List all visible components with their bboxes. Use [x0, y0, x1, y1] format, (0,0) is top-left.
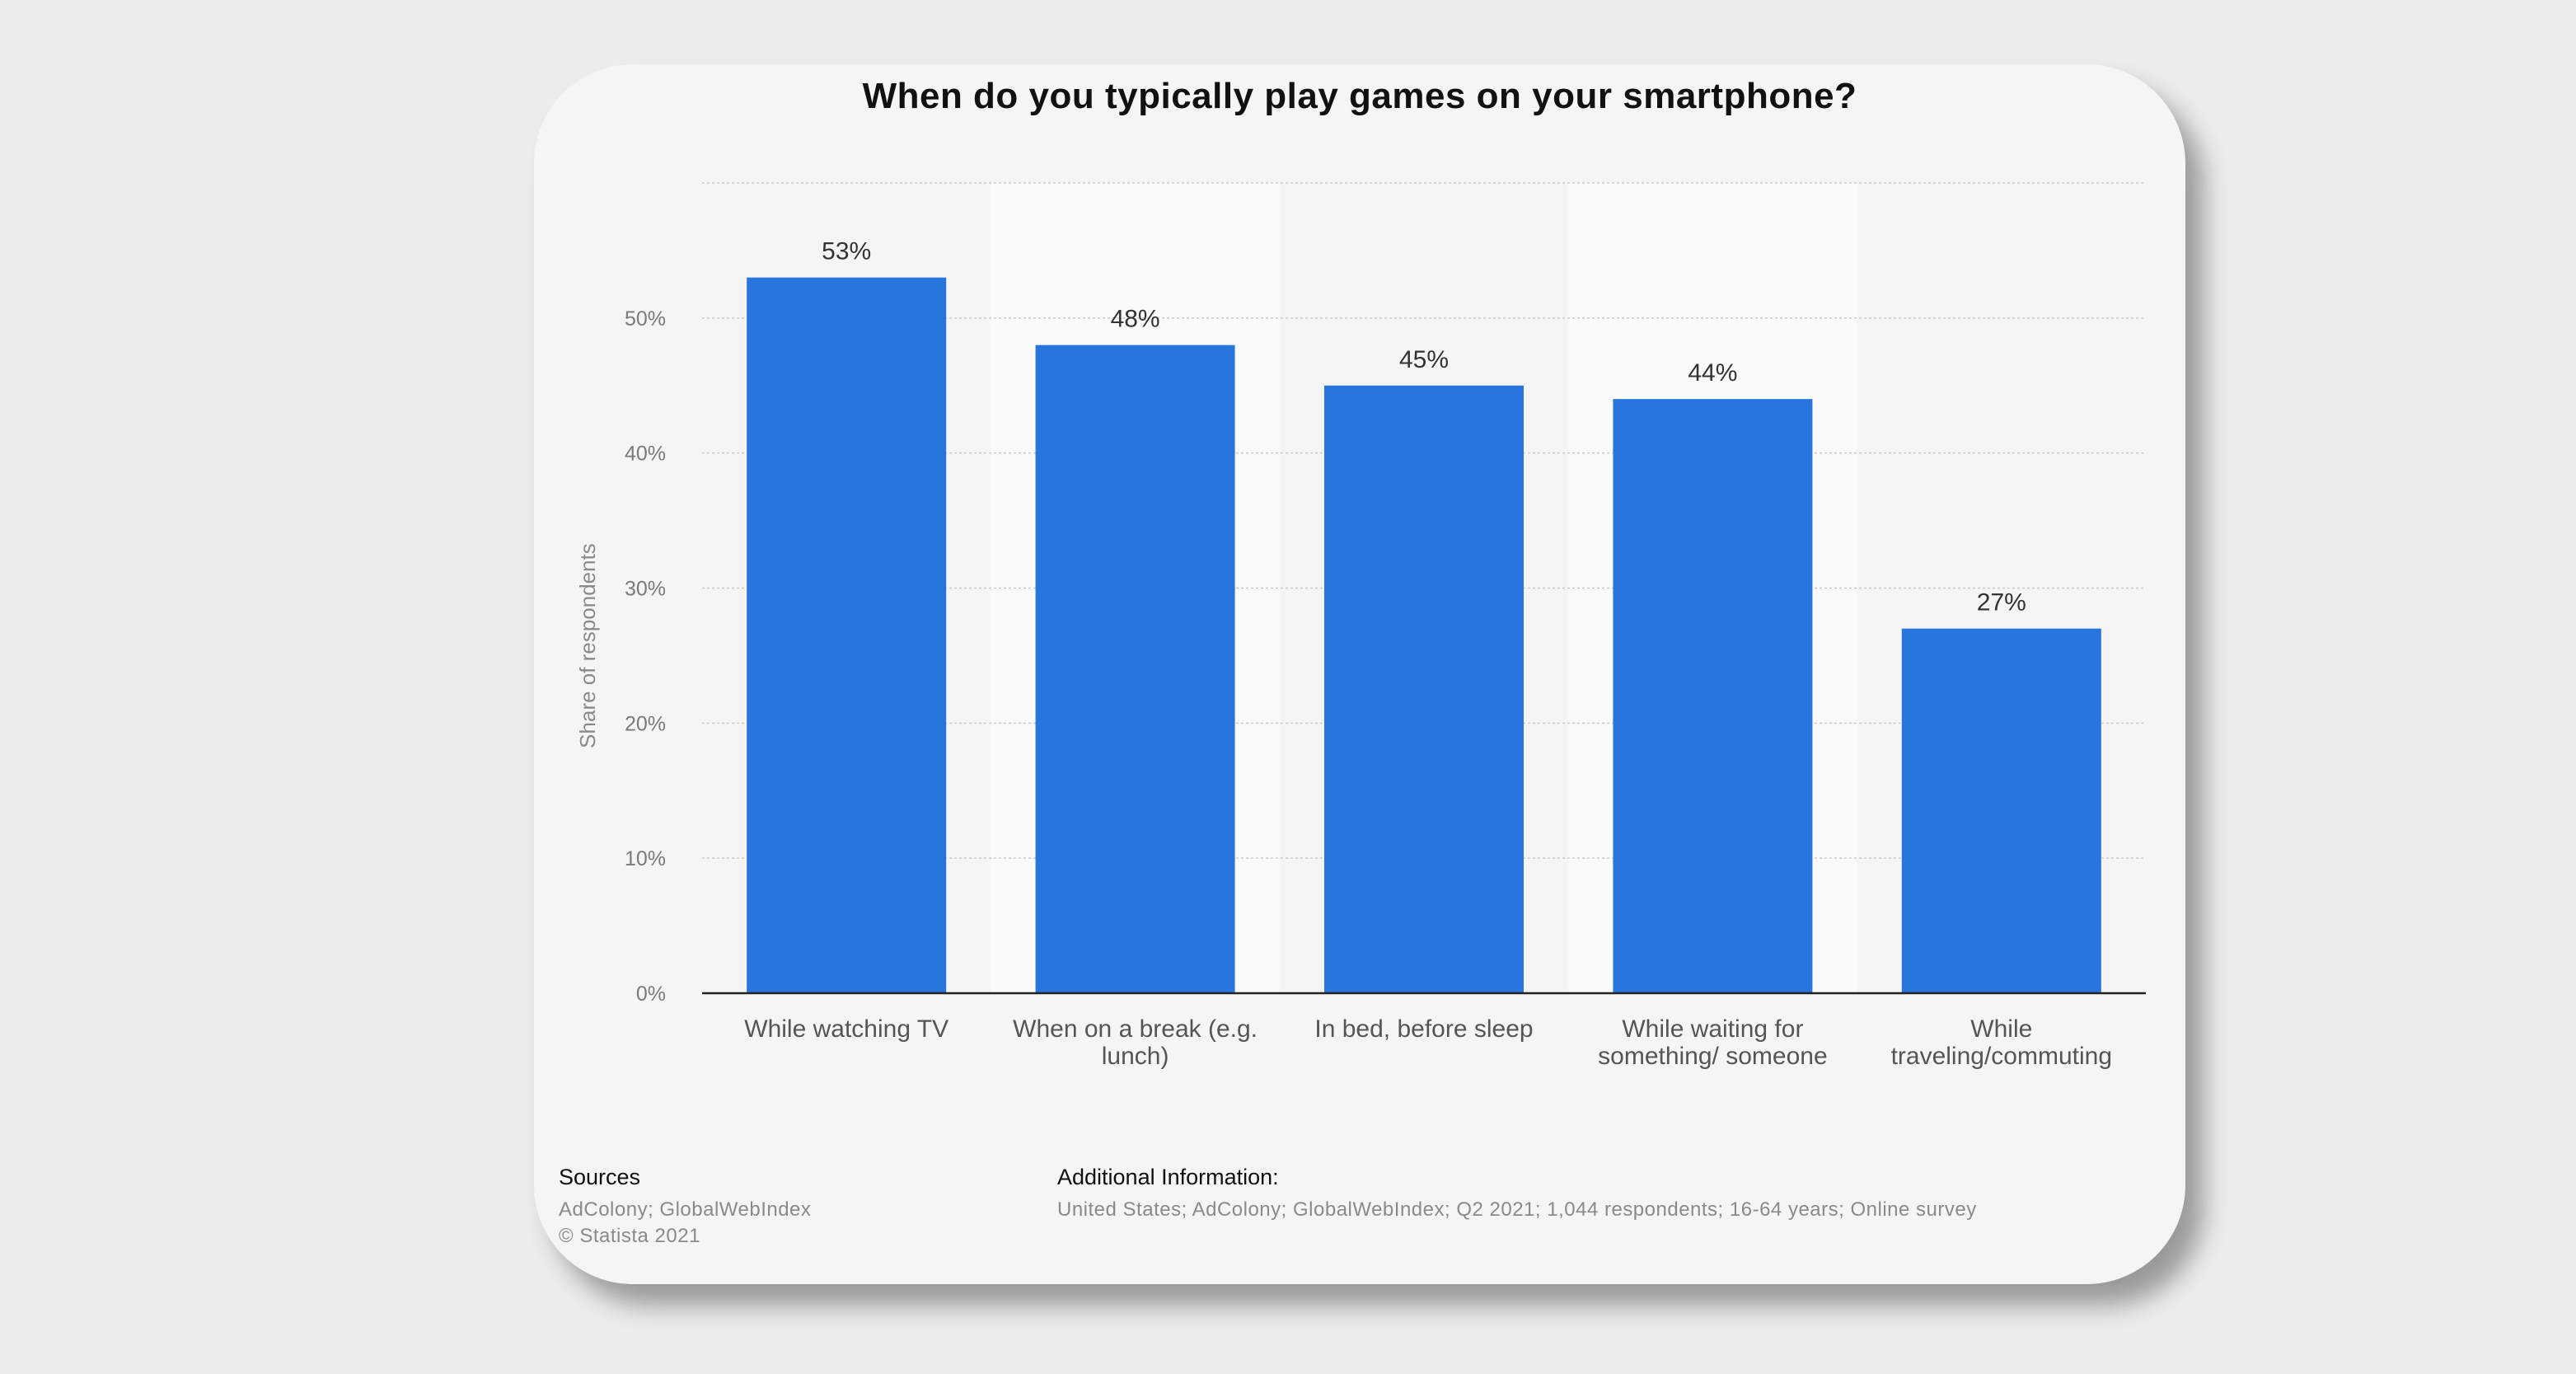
y-tick-label: 0%: [636, 982, 666, 1006]
additional-info-heading: Additional Information:: [1057, 1165, 1279, 1189]
sources-text: AdColony; GlobalWebIndex: [559, 1198, 812, 1221]
bar-chart: 0% 10% 20% 30% 40% 50% Share of respondents 5…: [575, 182, 2146, 1070]
y-axis-ticks: 0% 10% 20% 30% 40% 50%: [625, 307, 666, 1006]
category-label: While waiting for: [1622, 1015, 1803, 1043]
category-label: traveling/commuting: [1891, 1043, 2112, 1070]
bar: [747, 277, 947, 993]
category-label: While watching TV: [744, 1015, 948, 1043]
copyright-text: © Statista 2021: [559, 1225, 700, 1247]
chart-title: When do you typically play games on your…: [862, 76, 1857, 116]
value-label: 44%: [1688, 359, 1737, 387]
x-axis-labels: While watching TV When on a break (e.g.lu…: [744, 1015, 2112, 1070]
chart-card: When do you typically play games on your…: [534, 64, 2185, 1284]
value-label: 45%: [1399, 346, 1449, 373]
sources-block: Sources AdColony; GlobalWebIndex © Stati…: [559, 1165, 811, 1250]
category-label: While: [1970, 1015, 2032, 1043]
y-axis-label: Share of respondents: [575, 543, 600, 748]
value-labels: 53% 48% 45% 44% 27%: [822, 238, 2026, 617]
category-label: In bed, before sleep: [1314, 1015, 1533, 1043]
value-label: 53%: [822, 238, 871, 265]
additional-info-block: Additional Information: United States; A…: [1057, 1165, 1977, 1223]
category-label: lunch): [1102, 1043, 1169, 1070]
y-tick-label: 30%: [625, 578, 666, 601]
category-label: When on a break (e.g.: [1013, 1015, 1258, 1043]
value-label: 48%: [1111, 306, 1160, 333]
bar: [1035, 345, 1235, 994]
y-tick-label: 40%: [625, 443, 666, 466]
bars: [747, 277, 2101, 994]
y-tick-label: 50%: [625, 307, 666, 331]
y-tick-label: 20%: [625, 712, 666, 735]
category-label: something/ someone: [1598, 1043, 1827, 1070]
value-label: 27%: [1977, 589, 2026, 617]
sources-heading: Sources: [559, 1165, 641, 1189]
additional-info-text: United States; AdColony; GlobalWebIndex;…: [1057, 1198, 1977, 1221]
bar: [1901, 628, 2101, 993]
bar: [1324, 385, 1524, 993]
y-tick-label: 10%: [625, 847, 666, 870]
bar: [1613, 399, 1813, 994]
